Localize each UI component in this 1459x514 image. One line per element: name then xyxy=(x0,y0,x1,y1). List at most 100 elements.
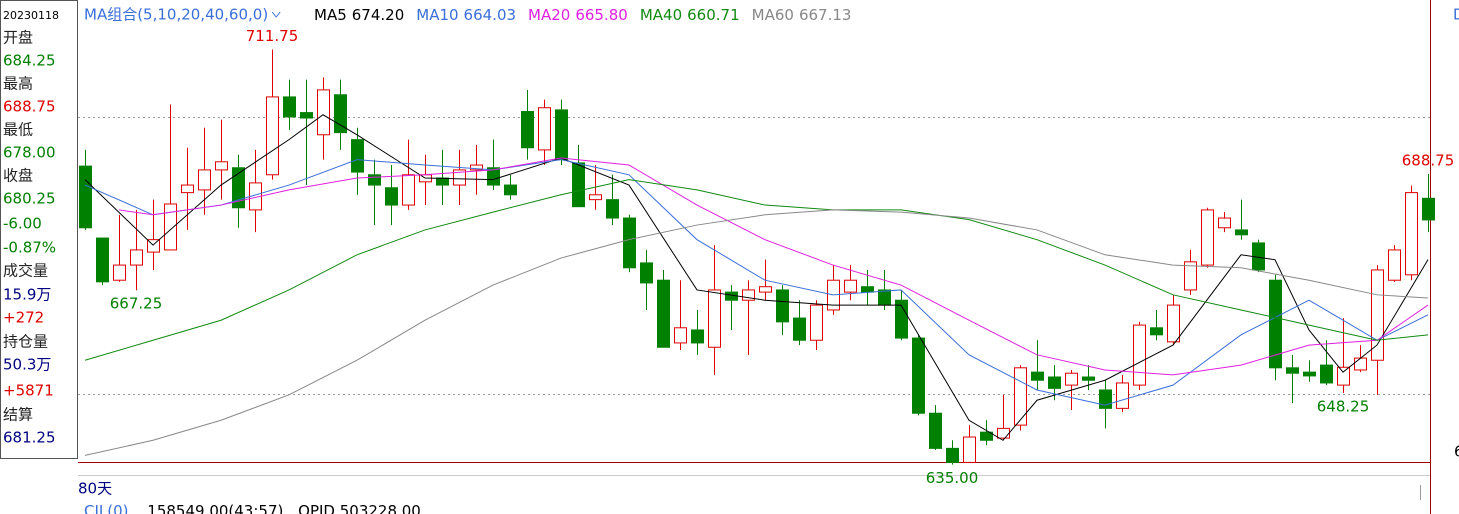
edge-label: D xyxy=(1453,6,1459,24)
period-label: 80天 xyxy=(78,480,112,498)
candle-body xyxy=(1286,367,1299,374)
ma-legend-title[interactable]: MA组合(5,10,20,40,60,0) xyxy=(84,6,268,24)
volume-value: 158549.00(43:57) xyxy=(147,502,283,514)
candle-body xyxy=(1337,366,1350,386)
candle-body xyxy=(674,327,687,344)
candle-body xyxy=(776,289,789,323)
candle-body xyxy=(589,194,602,201)
ma-legend-entry: MA40 660.71 xyxy=(640,6,740,24)
candle-body xyxy=(283,96,296,118)
info-row: 开盘 xyxy=(3,29,33,47)
candle-body xyxy=(402,174,415,206)
ma-line xyxy=(118,157,1429,376)
candle-body xyxy=(1031,371,1044,381)
candle-body xyxy=(453,169,466,186)
info-row: 678.00 xyxy=(3,144,56,162)
candle-body xyxy=(640,262,653,284)
info-row: 680.25 xyxy=(3,190,56,208)
candle-body xyxy=(1150,327,1163,336)
extreme-label: 667.25 xyxy=(110,295,163,313)
candle-body xyxy=(79,165,92,229)
candle-body xyxy=(96,237,109,283)
date: 20230118 xyxy=(3,9,59,22)
info-row: +5871 xyxy=(3,382,54,400)
candle-body xyxy=(1116,382,1129,409)
extreme-label: 711.75 xyxy=(246,27,299,45)
candle-body xyxy=(759,286,772,293)
info-row: 结算 xyxy=(3,406,33,424)
candle-body xyxy=(1354,357,1367,371)
ma-legend-entry: MA60 667.13 xyxy=(752,6,852,24)
info-panel-frame xyxy=(0,0,78,459)
info-row: 成交量 xyxy=(3,262,48,280)
ma-legend-name: MA40 xyxy=(640,6,682,24)
candle-body xyxy=(997,427,1010,439)
candle-body xyxy=(1269,279,1282,369)
ma-line xyxy=(84,179,1429,361)
candle-body xyxy=(215,161,228,171)
candle-body xyxy=(657,279,670,348)
candle-body xyxy=(334,94,347,134)
candle-body xyxy=(793,317,806,341)
candle-body xyxy=(1320,364,1333,384)
candle-body xyxy=(266,96,279,176)
candle-body xyxy=(861,286,874,293)
candle-body xyxy=(980,431,993,441)
candle-body xyxy=(1422,197,1435,221)
candle-body xyxy=(351,139,364,173)
candle-body xyxy=(504,184,517,196)
candle-body xyxy=(1082,376,1095,381)
extreme-label: 648.25 xyxy=(1317,397,1370,415)
ma-legend-name: MA60 xyxy=(752,6,794,24)
ma-line xyxy=(84,209,1429,456)
ma-legend-value: 660.71 xyxy=(687,6,740,24)
candle-body xyxy=(113,264,126,281)
info-row: 最低 xyxy=(3,121,33,139)
ma-legend-name: MA20 xyxy=(528,6,570,24)
indicator-line: CJL(0) 158549.00(43:57) OPID 503228.00 xyxy=(84,502,421,514)
ma-line xyxy=(84,114,1429,441)
candle-body xyxy=(1371,269,1384,361)
candle-body xyxy=(487,167,500,186)
info-row: 收盘 xyxy=(3,167,33,185)
ma-legend-entry: MA5 674.20 xyxy=(314,6,404,24)
info-row: -6.00 xyxy=(3,215,42,233)
ma-legend-entry: MA10 664.03 xyxy=(416,6,516,24)
candle-body xyxy=(1014,367,1027,426)
candle-body xyxy=(844,279,857,293)
candle-body xyxy=(436,177,449,186)
ma-legend-name: MA5 xyxy=(314,6,347,24)
edge-label: 6 xyxy=(1454,443,1459,461)
ma-line xyxy=(84,159,1429,406)
candle-body xyxy=(164,203,177,251)
candle-body xyxy=(708,289,721,348)
candle-body xyxy=(1303,371,1316,377)
candle-body xyxy=(810,304,823,341)
ma-legend-value: 674.20 xyxy=(352,6,405,24)
dropdown-chevron[interactable] xyxy=(271,11,281,18)
candle-body xyxy=(912,337,925,414)
candle-body xyxy=(1235,229,1248,236)
candle-body xyxy=(1065,372,1078,386)
candle-body xyxy=(232,167,245,209)
candle-body xyxy=(895,299,908,339)
candle-body xyxy=(317,89,330,136)
candle-body xyxy=(1218,217,1231,229)
info-row: -0.87% xyxy=(3,239,56,257)
ma-legend-value: 667.13 xyxy=(799,6,852,24)
extreme-label: 688.75 xyxy=(1402,151,1455,169)
candle-body xyxy=(572,162,585,208)
candle-body xyxy=(130,249,143,266)
candle-body xyxy=(606,199,619,219)
candle-body xyxy=(1099,389,1112,409)
extreme-label: 635.00 xyxy=(926,469,979,487)
candle-body xyxy=(1184,261,1197,291)
candle-body xyxy=(1048,376,1061,389)
ma-legend-entry: MA20 665.80 xyxy=(528,6,628,24)
info-row: 最高 xyxy=(3,75,33,93)
candle-body xyxy=(1167,304,1180,343)
candle-body xyxy=(878,289,891,306)
ma-legend-name: MA10 xyxy=(416,6,458,24)
candle-body xyxy=(623,217,636,269)
